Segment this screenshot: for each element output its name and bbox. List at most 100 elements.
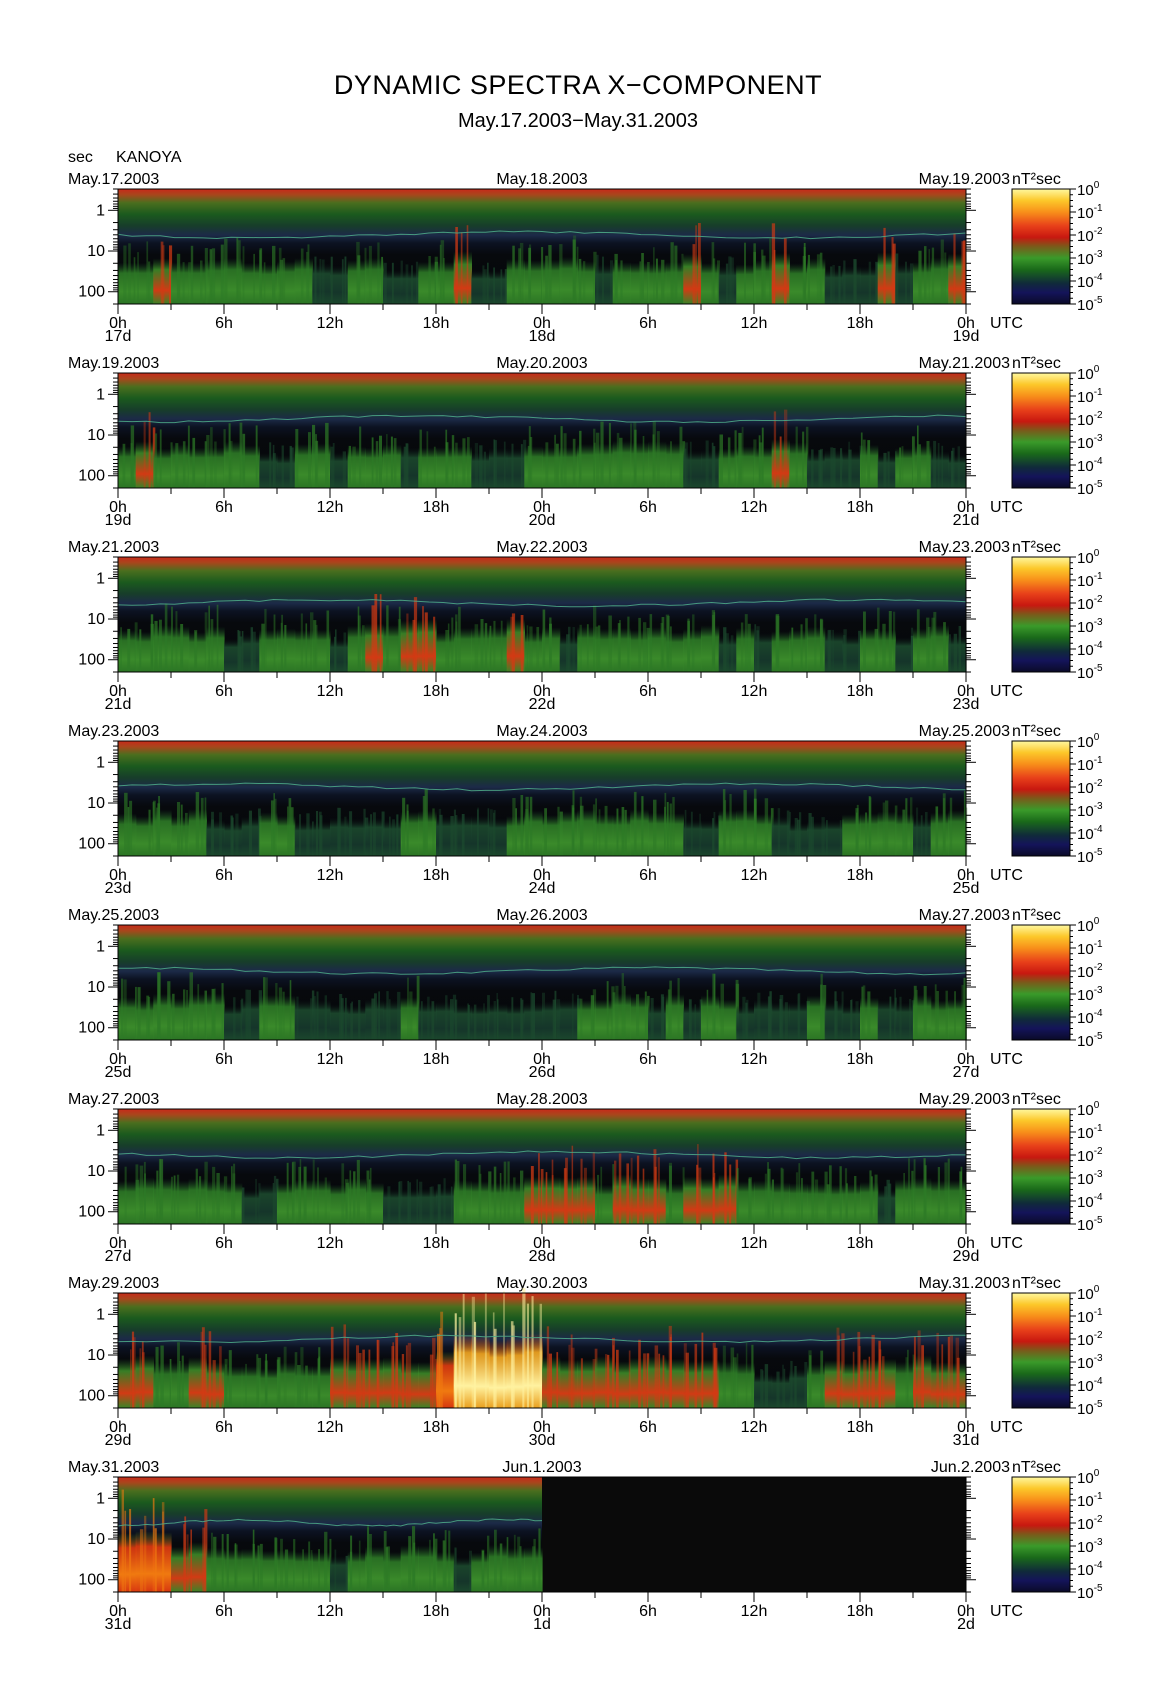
x-tick-label: 18h <box>847 1419 874 1436</box>
y-tick-label: 1 <box>96 754 105 771</box>
activity-cell <box>259 994 278 1040</box>
activity-cell <box>771 816 790 856</box>
activity-streak <box>263 262 266 304</box>
activity-streak <box>913 1159 916 1224</box>
activity-cell <box>489 270 508 304</box>
activity-streak <box>944 1162 948 1224</box>
activity-cell <box>665 1183 684 1224</box>
panel-2: May.19.2003 May.20.2003 May.21.2003 nT²sec 1… <box>68 355 1103 529</box>
x-tick-label: 0h <box>957 1419 975 1436</box>
activity-streak <box>653 799 657 856</box>
y-tick-label: 10 <box>87 611 105 628</box>
x-tick-label: 12h <box>317 683 344 700</box>
activity-streak <box>669 1165 672 1224</box>
colorbar-tick-label: 10-1 <box>1077 387 1103 406</box>
x-day-label-mid: 20d <box>529 512 556 529</box>
activity-streak <box>278 247 282 304</box>
activity-cell <box>224 1005 243 1040</box>
activity-streak <box>177 802 181 856</box>
activity-streak <box>519 242 524 304</box>
activity-streak <box>724 1152 727 1224</box>
background-trace <box>117 782 967 792</box>
activity-streak <box>241 631 244 672</box>
activity-streak <box>387 1186 391 1224</box>
activity-streak <box>190 1529 192 1592</box>
activity-streak <box>510 1321 514 1408</box>
activity-streak <box>669 626 672 672</box>
activity-streak <box>527 445 530 488</box>
activity-streak <box>617 623 621 672</box>
activity-streak <box>692 244 696 304</box>
activity-streak <box>961 985 965 1040</box>
colorbar-tick-label: 10-4 <box>1077 1192 1103 1211</box>
activity-streak <box>499 1173 502 1224</box>
activity-streak <box>916 807 919 856</box>
activity-streak <box>271 800 274 856</box>
activity-cell <box>171 444 190 488</box>
activity-streak <box>453 809 456 856</box>
activity-streak <box>211 811 214 856</box>
activity-streak <box>171 606 173 672</box>
activity-streak <box>833 448 836 488</box>
activity-streak <box>305 623 308 672</box>
x-tick-label: 0h <box>533 1419 551 1436</box>
activity-streak <box>901 446 904 488</box>
activity-streak <box>297 1365 301 1408</box>
activity-streak <box>634 429 637 488</box>
activity-cell <box>577 261 596 304</box>
activity-streak <box>359 426 362 488</box>
activity-streak <box>615 985 619 1040</box>
activity-cell <box>877 999 896 1040</box>
activity-streak <box>416 1179 418 1224</box>
activity-streak <box>371 605 375 672</box>
activity-streak <box>729 1164 732 1224</box>
activity-streak <box>586 624 589 672</box>
activity-streak <box>699 813 701 856</box>
activity-streak <box>175 443 179 488</box>
activity-streak <box>454 1313 457 1408</box>
activity-streak <box>264 608 267 672</box>
activity-streak <box>882 1356 885 1408</box>
activity-streak <box>857 1331 861 1408</box>
activity-cell <box>612 993 631 1040</box>
activity-streak <box>356 1159 360 1224</box>
activity-streak <box>823 985 827 1040</box>
activity-streak <box>696 1164 699 1224</box>
activity-streak <box>154 1528 157 1592</box>
activity-streak <box>120 627 122 672</box>
activity-streak <box>416 975 420 1040</box>
activity-streak <box>517 1536 521 1592</box>
activity-streak <box>669 980 672 1040</box>
activity-streak <box>265 1353 267 1408</box>
x-tick-label: 6h <box>215 1419 233 1436</box>
activity-streak <box>503 1161 507 1224</box>
x-day-label-left: 27d <box>105 1248 132 1265</box>
activity-streak <box>160 1345 164 1408</box>
x-tick-label: 18h <box>423 867 450 884</box>
utc-label: UTC <box>990 1419 1023 1436</box>
activity-streak <box>664 792 667 856</box>
x-tick-label: 18h <box>847 499 874 516</box>
activity-streak <box>560 426 563 488</box>
activity-streak <box>369 1167 372 1224</box>
activity-streak <box>405 1345 408 1408</box>
y-tick-label: 100 <box>78 1020 105 1037</box>
activity-streak <box>863 1359 867 1408</box>
activity-streak <box>274 1538 278 1592</box>
activity-streak <box>324 1531 328 1592</box>
activity-streak <box>612 1345 615 1408</box>
activity-streak <box>284 1549 289 1592</box>
activity-streak <box>551 1175 554 1224</box>
activity-streak <box>712 818 714 856</box>
x-tick-label: 0h <box>109 315 127 332</box>
activity-streak <box>121 978 124 1040</box>
colorbar-tick-label: 10-4 <box>1077 456 1103 475</box>
activity-streak <box>924 246 927 304</box>
activity-cell <box>224 441 243 488</box>
activity-streak <box>321 259 325 304</box>
activity-streak <box>913 985 917 1040</box>
chart-title: DYNAMIC SPECTRA X−COMPONENT <box>333 70 823 100</box>
y-tick-label: 1 <box>96 570 105 587</box>
activity-streak <box>742 996 746 1040</box>
activity-streak <box>848 441 851 488</box>
